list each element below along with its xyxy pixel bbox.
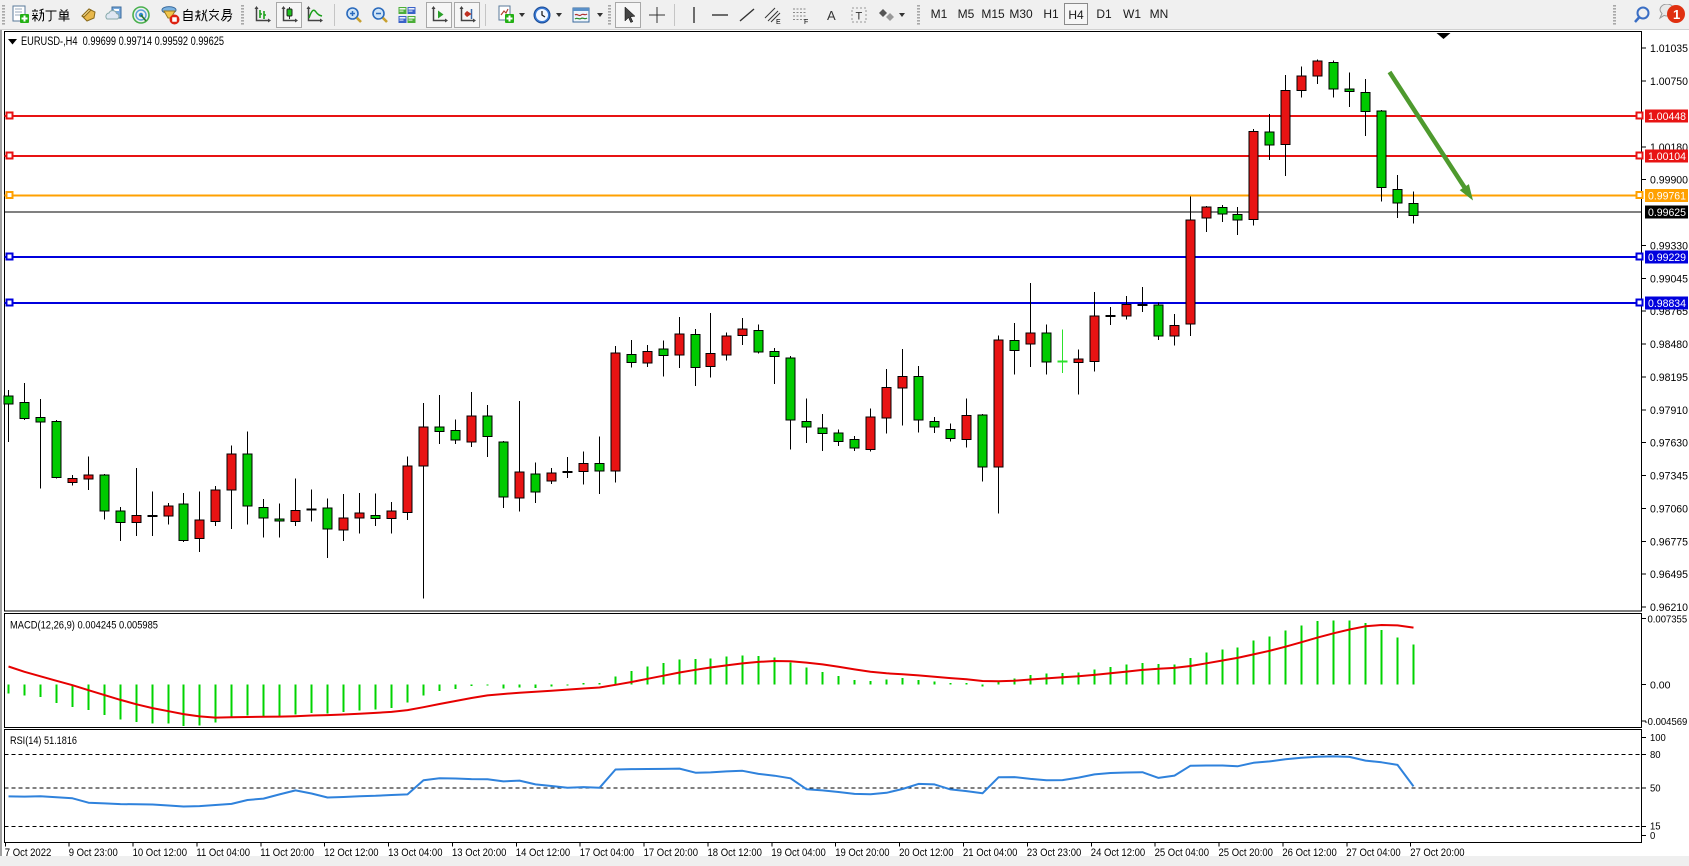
svg-text:1.01035: 1.01035 <box>1650 43 1688 55</box>
svg-text:0.99900: 0.99900 <box>1650 174 1688 186</box>
svg-text:0.97910: 0.97910 <box>1650 405 1688 417</box>
svg-text:100: 100 <box>1650 732 1666 744</box>
svg-text:0.99229: 0.99229 <box>1648 252 1686 264</box>
svg-text:0.99625: 0.99625 <box>1648 207 1686 219</box>
svg-text:1: 1 <box>1673 7 1680 22</box>
svg-text:0: 0 <box>1650 830 1655 842</box>
svg-text:1.00104: 1.00104 <box>1648 151 1686 163</box>
svg-text:0.97630: 0.97630 <box>1650 438 1688 450</box>
svg-text:80: 80 <box>1650 749 1661 761</box>
svg-text:MACD(12,26,9) 0.004245 0.00598: MACD(12,26,9) 0.004245 0.005985 <box>10 620 158 632</box>
svg-text:15: 15 <box>1650 821 1661 833</box>
svg-text:0.96775: 0.96775 <box>1650 537 1688 549</box>
svg-text:F: F <box>804 19 808 25</box>
svg-text:0.98480: 0.98480 <box>1650 339 1688 351</box>
svg-text:0.98834: 0.98834 <box>1648 298 1686 310</box>
svg-text:RSI(14) 51.1816: RSI(14) 51.1816 <box>10 735 77 747</box>
svg-text:-0.004569: -0.004569 <box>1645 716 1688 728</box>
svg-text:0.007355: 0.007355 <box>1648 613 1688 625</box>
svg-text:A: A <box>827 8 836 23</box>
svg-text:0.96210: 0.96210 <box>1650 602 1688 614</box>
svg-text:T: T <box>856 11 863 23</box>
svg-text:0.99045: 0.99045 <box>1650 274 1688 286</box>
svg-text:0.99330: 0.99330 <box>1650 241 1688 253</box>
svg-text:1.00750: 1.00750 <box>1650 76 1688 88</box>
svg-text:0.97345: 0.97345 <box>1650 471 1688 483</box>
svg-text:0.00: 0.00 <box>1650 679 1671 691</box>
svg-text:0.98195: 0.98195 <box>1650 372 1688 384</box>
svg-text:EURUSD-,H4 0.99699 0.99714 0.: EURUSD-,H4 0.99699 0.99714 0.99592 0.996… <box>21 36 224 48</box>
svg-text:0.97060: 0.97060 <box>1650 504 1688 516</box>
svg-text:0.96495: 0.96495 <box>1650 569 1688 581</box>
svg-text:E: E <box>776 19 781 25</box>
svg-text:0.99761: 0.99761 <box>1648 191 1686 203</box>
svg-text:1.00448: 1.00448 <box>1648 111 1686 123</box>
svg-text:50: 50 <box>1650 783 1661 795</box>
